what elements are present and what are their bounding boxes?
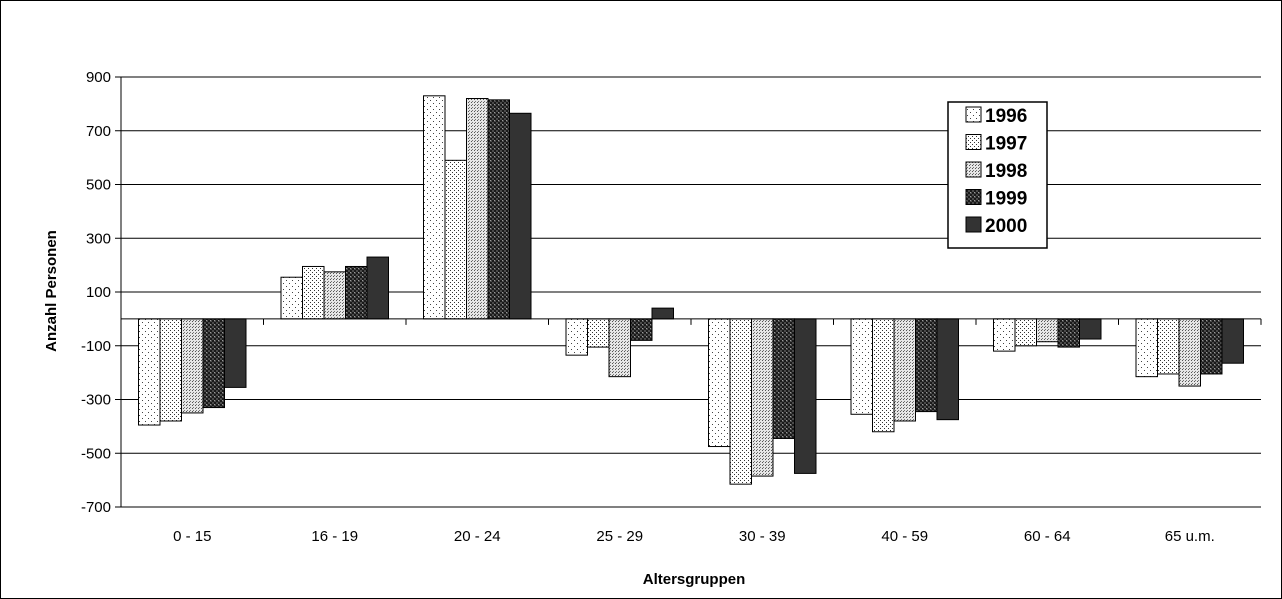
x-tick-label: 16 - 19 xyxy=(311,528,358,545)
bar-2000-40-59 xyxy=(936,318,959,421)
legend-label-2000: 2000 xyxy=(985,216,1027,237)
y-tick-label: -700 xyxy=(81,499,111,516)
bar-1999-40-59 xyxy=(915,318,938,413)
axes xyxy=(115,76,1262,508)
y-tick-label: -100 xyxy=(81,338,111,355)
bar-1998-25-29 xyxy=(608,318,631,378)
legend-swatch-1996 xyxy=(965,106,982,123)
legend-box xyxy=(947,101,1048,249)
bar-1996-20-24 xyxy=(423,95,446,320)
bar-2000-60-64 xyxy=(1079,318,1102,340)
y-tick-label: 100 xyxy=(86,284,111,301)
y-tick-label: 700 xyxy=(86,123,111,140)
bar-1996-30-39 xyxy=(708,318,731,448)
legend-swatch-2000 xyxy=(965,216,982,233)
bar-1997-60-64 xyxy=(1014,318,1037,347)
bar-1996-0-15 xyxy=(138,318,161,426)
bar-1997-25-29 xyxy=(587,318,610,348)
bar-1999-20-24 xyxy=(487,99,510,320)
y-tick-label: -500 xyxy=(81,445,111,462)
bar-1997-20-24 xyxy=(444,159,467,320)
x-tick-label: 40 - 59 xyxy=(881,528,928,545)
bar-1997-40-59 xyxy=(872,318,895,433)
bar-2000-25-29 xyxy=(651,307,674,320)
bar-1999-16-19 xyxy=(345,265,368,320)
bar-1999-60-64 xyxy=(1057,318,1080,348)
y-tick-label: -300 xyxy=(81,392,111,409)
legend-label-1998: 1998 xyxy=(985,161,1027,182)
bars-group xyxy=(138,95,1244,485)
bar-1996-65-u-m xyxy=(1135,318,1158,378)
bar-1996-40-59 xyxy=(850,318,873,415)
bar-1998-30-39 xyxy=(751,318,774,477)
bar-1996-25-29 xyxy=(565,318,588,356)
x-tick-label: 0 - 15 xyxy=(173,528,211,545)
bar-2000-65-u-m xyxy=(1221,318,1244,364)
y-tick-labels: 900 700 500 300 100 -100 -300 -500 -700 xyxy=(81,69,111,516)
bar-1998-0-15 xyxy=(181,318,204,414)
y-axis-title: Anzahl Personen xyxy=(43,230,60,352)
x-tick-label: 30 - 39 xyxy=(739,528,786,545)
bar-1998-20-24 xyxy=(466,98,489,320)
bar-1997-30-39 xyxy=(729,318,752,485)
bar-1997-16-19 xyxy=(302,265,325,320)
bar-1997-0-15 xyxy=(159,318,182,422)
x-axis-title: Altersgruppen xyxy=(643,571,746,588)
bar-1999-25-29 xyxy=(630,318,653,341)
bar-2000-20-24 xyxy=(509,112,532,320)
x-tick-label: 25 - 29 xyxy=(596,528,643,545)
legend-label-1997: 1997 xyxy=(985,134,1027,155)
y-tick-label: 900 xyxy=(86,69,111,86)
bar-1998-40-59 xyxy=(893,318,916,422)
bar-1998-65-u-m xyxy=(1178,318,1201,387)
bar-1997-65-u-m xyxy=(1157,318,1180,375)
x-tick-labels: 0 - 15 16 - 19 20 - 24 25 - 29 30 - 39 40 - 5… xyxy=(173,528,1215,545)
y-tick-label: 500 xyxy=(86,177,111,194)
legend-swatch-1997 xyxy=(965,134,982,150)
bar-2000-0-15 xyxy=(224,318,247,388)
bar-2000-30-39 xyxy=(794,318,817,474)
bar-1996-16-19 xyxy=(280,276,303,320)
legend-label-1996: 1996 xyxy=(985,106,1027,127)
legend: 1996 1997 1998 1999 2000 xyxy=(947,101,1048,249)
bar-1999-30-39 xyxy=(772,318,795,439)
legend-label-1999: 1999 xyxy=(985,189,1027,210)
y-tick-label: 300 xyxy=(86,230,111,247)
bar-1999-65-u-m xyxy=(1200,318,1223,375)
bar-1999-0-15 xyxy=(202,318,225,409)
bar-2000-16-19 xyxy=(366,256,389,320)
bar-1996-60-64 xyxy=(993,318,1016,352)
legend-swatch-1998 xyxy=(965,161,982,178)
bar-1998-60-64 xyxy=(1036,318,1059,343)
legend-swatch-1999 xyxy=(965,189,982,205)
bar-1998-16-19 xyxy=(323,271,346,320)
x-tick-label: 20 - 24 xyxy=(454,528,501,545)
x-tick-label: 60 - 64 xyxy=(1024,528,1071,545)
x-tick-label: 65 u.m. xyxy=(1165,528,1215,545)
